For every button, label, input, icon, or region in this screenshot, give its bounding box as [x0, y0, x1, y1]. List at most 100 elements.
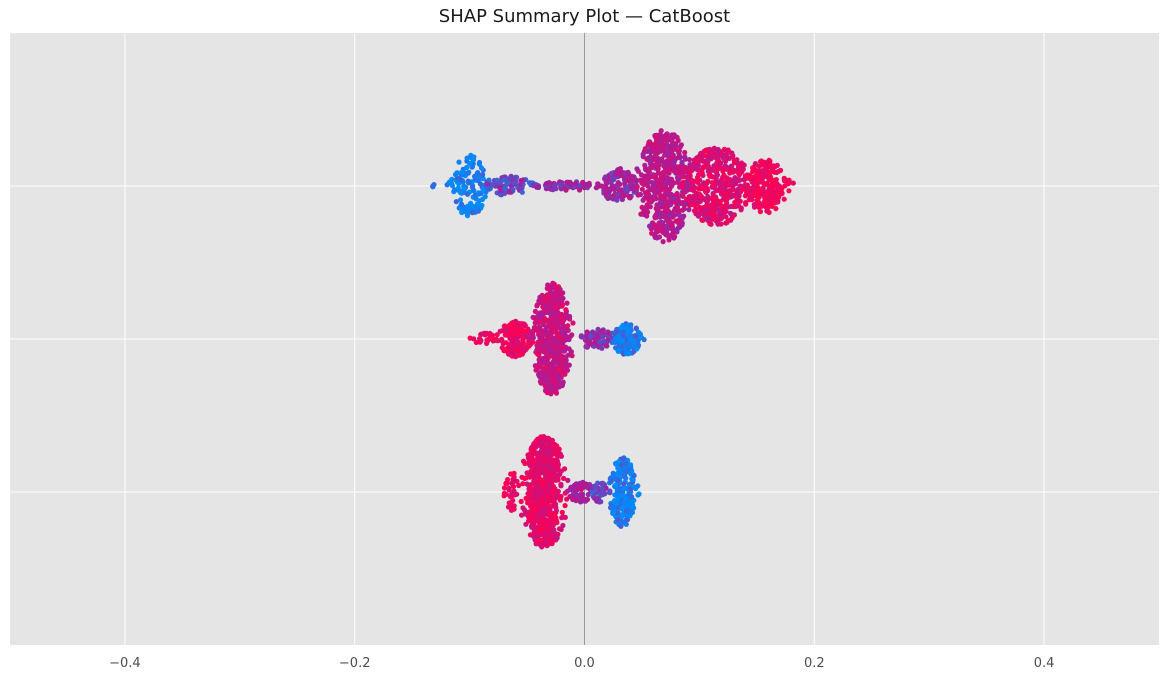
- shap-point: [663, 180, 670, 186]
- shap-point: [639, 180, 645, 186]
- shap-point: [495, 338, 501, 344]
- shap-point: [583, 344, 589, 350]
- shap-point: [715, 154, 721, 160]
- shap-point: [608, 179, 614, 185]
- shap-point: [714, 172, 721, 178]
- shap-point: [561, 336, 567, 342]
- shap-point: [679, 184, 685, 190]
- shap-point: [518, 327, 524, 333]
- shap-point: [565, 477, 571, 483]
- shap-point: [549, 494, 555, 500]
- shap-point: [455, 185, 461, 191]
- shap-point: [615, 517, 621, 523]
- shap-point: [757, 209, 764, 215]
- shap-point: [783, 178, 789, 184]
- shap-point: [476, 198, 482, 204]
- shap-point: [456, 159, 462, 165]
- shap-point: [759, 170, 765, 176]
- shap-point: [459, 209, 465, 215]
- shap-point: [615, 510, 621, 516]
- shap-point: [666, 212, 672, 218]
- shap-point: [585, 340, 591, 346]
- x-tick-label: 0.0: [574, 656, 595, 671]
- shap-point: [558, 453, 565, 459]
- shap-point: [776, 168, 782, 174]
- shap-point: [754, 173, 760, 179]
- shap-point: [542, 471, 548, 477]
- shap-point: [658, 199, 664, 205]
- shap-point: [525, 509, 532, 515]
- shap-point: [682, 189, 688, 195]
- shap-point: [512, 181, 519, 187]
- shap-point: [664, 160, 670, 167]
- shap-point: [430, 183, 436, 189]
- shap-point: [710, 196, 716, 202]
- shap-point: [548, 470, 554, 476]
- shap-point: [686, 194, 692, 200]
- shap-point: [625, 322, 631, 328]
- shap-point: [528, 503, 534, 509]
- shap-point: [553, 324, 559, 330]
- shap-point: [649, 180, 655, 186]
- shap-point: [707, 150, 713, 156]
- shap-point: [676, 212, 682, 218]
- shap-point: [502, 185, 508, 191]
- shap-point: [553, 463, 560, 469]
- shap-point: [628, 486, 634, 492]
- shap-point: [547, 296, 553, 302]
- shap-point: [543, 522, 549, 528]
- shap-point: [786, 188, 792, 194]
- shap-point: [540, 343, 546, 349]
- shap-point: [693, 206, 699, 212]
- shap-point: [669, 231, 675, 237]
- shap-point: [532, 308, 539, 314]
- shap-point: [509, 351, 515, 357]
- shap-point: [555, 339, 562, 345]
- shap-point: [643, 166, 649, 172]
- shap-point: [629, 469, 635, 476]
- shap-point: [726, 191, 732, 197]
- shap-point: [538, 312, 544, 318]
- shap-point: [705, 211, 711, 217]
- shap-point: [549, 369, 555, 375]
- shap-point: [762, 161, 769, 167]
- shap-point: [583, 333, 590, 339]
- shap-point: [526, 514, 532, 521]
- shap-point: [715, 179, 722, 185]
- shap-point: [602, 174, 609, 180]
- shap-point: [721, 181, 727, 187]
- shap-point: [583, 481, 589, 487]
- shap-point: [734, 195, 740, 202]
- x-tick-label: −0.2: [339, 656, 371, 671]
- shap-point: [715, 217, 722, 223]
- shap-point: [555, 284, 562, 290]
- shap-point: [461, 184, 467, 190]
- shap-point: [664, 223, 670, 229]
- shap-point: [630, 344, 636, 350]
- shap-point: [633, 325, 639, 331]
- shap-point: [620, 456, 626, 462]
- shap-point: [506, 176, 512, 182]
- shap-point: [615, 192, 621, 198]
- shap-point: [465, 178, 471, 184]
- shap-point: [525, 500, 531, 506]
- shap-point: [621, 481, 627, 487]
- shap-point: [538, 443, 544, 449]
- shap-point: [548, 540, 554, 546]
- shap-point: [658, 173, 664, 179]
- shap-point: [614, 171, 620, 177]
- shap-point: [626, 341, 632, 347]
- shap-point: [545, 306, 551, 312]
- shap-point: [518, 331, 524, 337]
- shap-point: [697, 193, 703, 199]
- shap-point: [567, 313, 573, 320]
- shap-point: [556, 446, 562, 452]
- shap-point: [627, 333, 633, 339]
- shap-point: [553, 477, 559, 483]
- shap-point: [627, 513, 633, 519]
- shap-point: [696, 172, 702, 178]
- shap-point: [464, 155, 470, 161]
- shap-point: [536, 533, 542, 539]
- shap-point: [562, 312, 568, 318]
- shap-point: [520, 481, 526, 487]
